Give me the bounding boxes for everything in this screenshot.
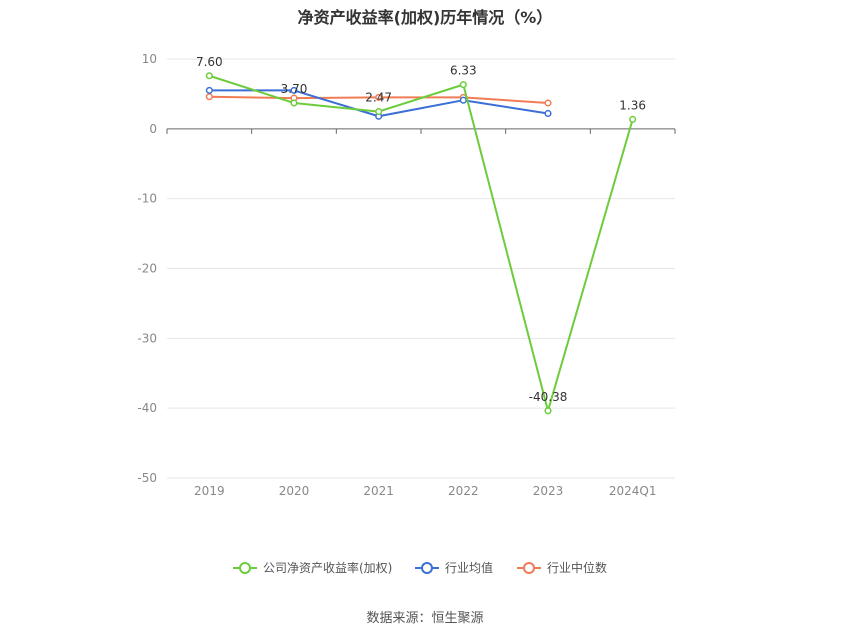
data-point [375, 108, 383, 116]
data-point [205, 86, 213, 94]
data-point [205, 93, 213, 101]
y-tick-label: -30 [137, 331, 157, 345]
y-tick-label: 0 [149, 122, 157, 136]
x-tick-label: 2023 [533, 484, 564, 498]
y-tick-label: -20 [137, 262, 157, 276]
y-tick-label: 10 [142, 52, 157, 66]
legend-marker [523, 562, 535, 574]
legend-label: 公司净资产收益率(加权) [263, 560, 392, 575]
x-tick-label: 2021 [363, 484, 394, 498]
data-point [459, 96, 467, 104]
data-label: 3.70 [281, 82, 308, 96]
x-tick-label: 2022 [448, 484, 479, 498]
y-tick-label: -50 [137, 471, 157, 485]
data-point [375, 93, 383, 101]
data-label: -40.38 [529, 390, 568, 404]
x-tick-label: 2024Q1 [609, 484, 657, 498]
y-tick-label: -40 [137, 401, 157, 415]
data-label: 2.47 [365, 91, 392, 105]
legend-label: 行业均值 [445, 560, 493, 575]
legend-marker [239, 562, 251, 574]
data-point [544, 99, 552, 107]
data-label: 1.36 [619, 98, 646, 112]
data-point [459, 81, 467, 89]
legend-marker [421, 562, 433, 574]
series-line [209, 74, 634, 412]
y-tick-label: -10 [137, 192, 157, 206]
data-point [629, 115, 637, 123]
data-point [544, 407, 552, 415]
source-note: 数据来源：恒生聚源 [366, 611, 484, 626]
data-point [544, 109, 552, 118]
data-label: 7.60 [196, 55, 223, 69]
data-label: 6.33 [450, 64, 477, 78]
legend-label: 行业中位数 [547, 560, 607, 575]
x-tick-label: 2020 [279, 484, 310, 498]
data-point [290, 99, 298, 107]
data-point [290, 86, 298, 94]
x-tick-label: 2019 [194, 484, 225, 498]
data-point [205, 72, 213, 80]
chart-title: 净资产收益率(加权)历年情况（%） [297, 8, 553, 27]
